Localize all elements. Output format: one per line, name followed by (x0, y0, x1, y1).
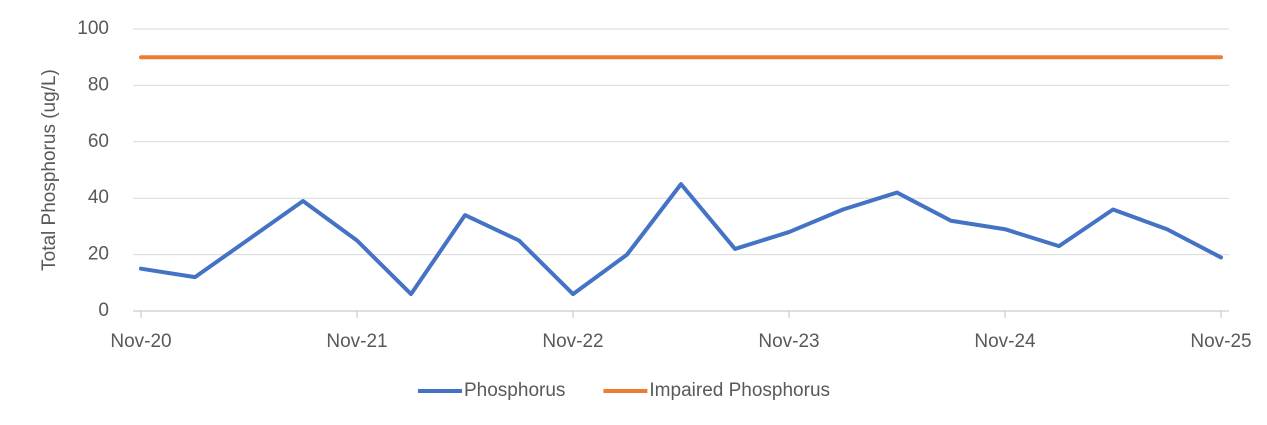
page: {"chart_data": {"type": "line", "y_label… (0, 0, 1267, 425)
chart: Total Phosphorus (ug/L) 0 20 40 60 80 100 Nov-… (0, 0, 1267, 425)
x-tick-label: Nov-21 (326, 331, 387, 352)
y-tick-label: 60 (88, 131, 109, 152)
x-tick-label: Nov-20 (110, 331, 171, 352)
y-tick-label: 0 (98, 300, 109, 321)
x-tick-label: Nov-22 (542, 331, 603, 352)
legend-label: Impaired Phosphorus (649, 380, 830, 401)
x-tick-label: Nov-23 (758, 331, 819, 352)
y-tick-label: 20 (88, 244, 109, 265)
y-tick-label: 80 (88, 74, 109, 95)
y-axis-title: Total Phosphorus (ug/L) (39, 69, 60, 271)
x-tick-label: Nov-24 (974, 331, 1036, 352)
y-tick-label: 100 (77, 18, 109, 39)
x-tick-label: Nov-25 (1190, 331, 1251, 352)
series-line (141, 184, 1221, 294)
y-tick-label: 40 (88, 187, 109, 208)
legend-label: Phosphorus (464, 380, 565, 401)
